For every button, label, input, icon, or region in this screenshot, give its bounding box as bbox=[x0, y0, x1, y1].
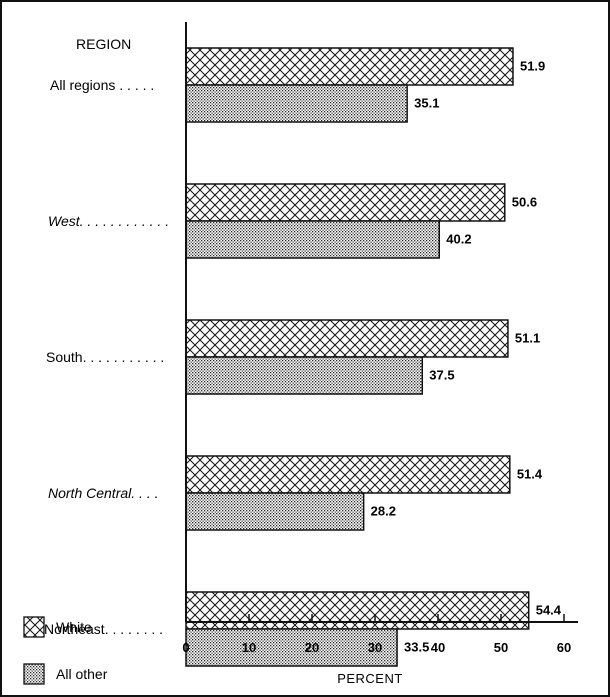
x-tick-label: 30 bbox=[368, 640, 382, 655]
bar-crosshatch bbox=[185, 183, 506, 222]
x-tick-label: 20 bbox=[305, 640, 319, 655]
bar-crosshatch bbox=[185, 591, 530, 630]
category-label: North Central. . . . bbox=[48, 485, 158, 501]
x-axis-title: PERCENT bbox=[337, 671, 403, 686]
bar-dotted bbox=[185, 492, 365, 531]
x-tick-label: 0 bbox=[182, 640, 189, 655]
bar-dotted bbox=[185, 84, 408, 123]
legend: White All other bbox=[23, 616, 108, 685]
x-tick-label: 10 bbox=[242, 640, 256, 655]
legend-label-all-other: All other bbox=[56, 666, 108, 682]
bar-dotted bbox=[185, 628, 398, 667]
bar-crosshatch bbox=[185, 319, 509, 358]
x-tick-label: 60 bbox=[557, 640, 571, 655]
value-label: 40.2 bbox=[446, 232, 471, 247]
bar-dotted bbox=[185, 220, 441, 259]
value-label: 51.9 bbox=[520, 59, 545, 74]
category-label: West. . . . . . . . . . . . bbox=[48, 213, 169, 229]
x-tick-label: 40 bbox=[431, 640, 445, 655]
legend-swatch-all-other bbox=[23, 663, 45, 685]
ticks-layer: 0 10 20 30 40 50 60 bbox=[182, 614, 571, 655]
value-label: 54.4 bbox=[536, 603, 562, 618]
value-label: 37.5 bbox=[429, 368, 454, 383]
legend-swatch-white bbox=[23, 616, 45, 638]
category-axis-title: REGION bbox=[76, 36, 131, 52]
bar-dotted bbox=[185, 356, 423, 395]
x-tick-label: 50 bbox=[494, 640, 508, 655]
value-label: 35.1 bbox=[414, 96, 439, 111]
value-label: 51.1 bbox=[515, 331, 540, 346]
value-label: 28.2 bbox=[371, 504, 396, 519]
bar-crosshatch bbox=[185, 455, 511, 494]
value-label: 51.4 bbox=[517, 467, 543, 482]
category-label: Northeast. . . . . . . . bbox=[44, 621, 163, 637]
category-label: All regions . . . . . bbox=[50, 77, 154, 93]
value-label: 33.5 bbox=[404, 640, 429, 655]
value-label: 50.6 bbox=[512, 195, 537, 210]
legend-label-white: White bbox=[56, 619, 92, 635]
category-label: South. . . . . . . . . . . bbox=[46, 349, 164, 365]
bar-crosshatch bbox=[185, 47, 514, 86]
bars-layer: All regions . . . . . 51.9 35.1 West. . . .… bbox=[44, 47, 562, 667]
